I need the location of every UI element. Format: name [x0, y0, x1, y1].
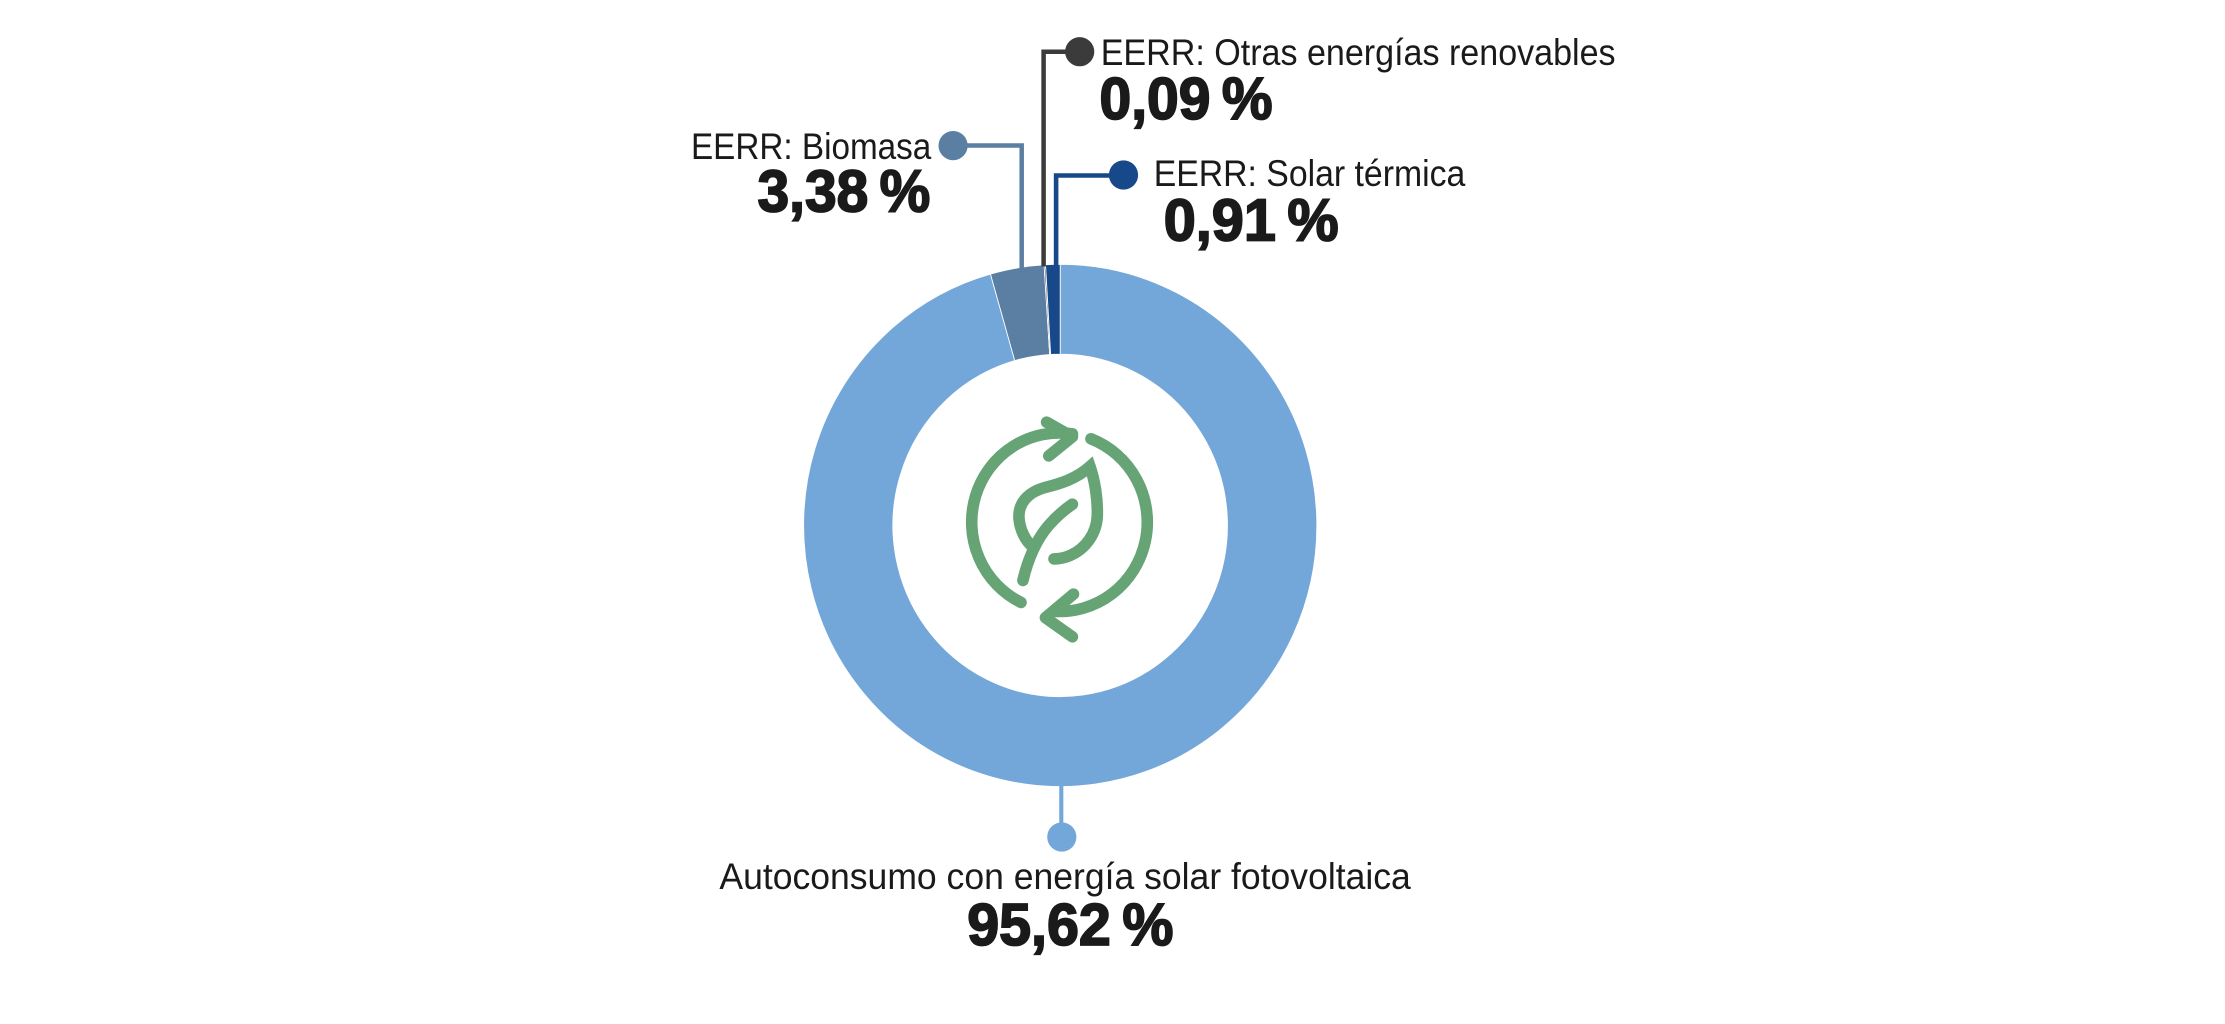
svg-text:0,91 %: 0,91 %: [1164, 187, 1339, 253]
svg-text:EERR: Solar térmica: EERR: Solar térmica: [1154, 153, 1466, 194]
svg-text:3,38 %: 3,38 %: [758, 159, 931, 225]
svg-text:95,62 %: 95,62 %: [967, 892, 1173, 958]
svg-text:Autoconsumo con energía solar: Autoconsumo con energía solar fotovoltai…: [719, 856, 1411, 897]
svg-text:EERR: Otras energías renovable: EERR: Otras energías renovables: [1101, 32, 1616, 73]
svg-text:EERR: Biomasa: EERR: Biomasa: [691, 126, 932, 167]
svg-text:0,09 %: 0,09 %: [1100, 66, 1273, 132]
